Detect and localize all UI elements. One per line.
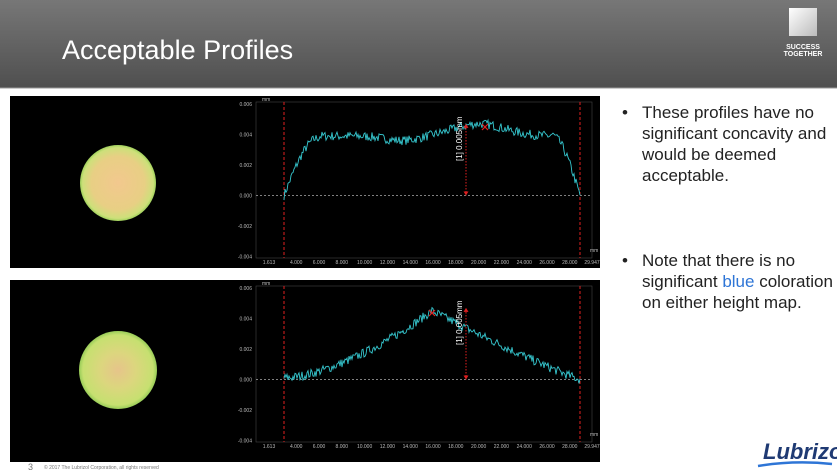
x-tick-label: 26.000 bbox=[539, 444, 555, 450]
bullet: • These profiles have no significant conc… bbox=[622, 102, 837, 186]
measure-label: [1] 0.005mm bbox=[455, 116, 464, 161]
logo-square bbox=[789, 8, 817, 36]
x-unit: mm bbox=[590, 432, 598, 438]
bullet-text: These profiles have no significant conca… bbox=[642, 103, 826, 185]
x-tick-label: 4.000 bbox=[290, 444, 303, 450]
x-tick-label: 16.000 bbox=[425, 444, 441, 450]
measure-label: [1] 0.005mm bbox=[455, 300, 464, 345]
height-map bbox=[80, 145, 156, 221]
y-tick-label: -0.004 bbox=[238, 439, 252, 445]
y-tick-label: 0.006 bbox=[239, 286, 252, 292]
x-unit: mm bbox=[590, 248, 598, 254]
y-tick-label: -0.002 bbox=[238, 224, 252, 230]
x-tick-label: 6.000 bbox=[313, 260, 326, 266]
x-tick-label: 28.000 bbox=[562, 260, 578, 266]
brand-logo: Lubrizol bbox=[763, 439, 837, 464]
height-map bbox=[79, 331, 157, 409]
bullet-text: blue bbox=[722, 272, 754, 291]
y-tick-label: -0.004 bbox=[238, 255, 252, 261]
x-tick-label: 20.000 bbox=[471, 260, 487, 266]
x-tick-label: 20.000 bbox=[471, 444, 487, 450]
y-tick-label: 0.002 bbox=[239, 163, 252, 169]
x-tick-label: 8.000 bbox=[336, 444, 349, 450]
y-tick-label: 0.006 bbox=[239, 102, 252, 108]
y-unit: mm bbox=[262, 97, 270, 103]
slide-title: Acceptable Profiles bbox=[62, 35, 293, 65]
logo-text: TOGETHER bbox=[784, 51, 823, 58]
x-tick-label: 6.000 bbox=[313, 444, 326, 450]
x-tick-label: 8.000 bbox=[336, 260, 349, 266]
x-tick-label: 1.613 bbox=[263, 444, 276, 450]
x-tick-label: 29.947 bbox=[584, 444, 600, 450]
y-tick-label: 0.000 bbox=[239, 378, 252, 384]
x-tick-label: 12.000 bbox=[380, 260, 396, 266]
x-tick-label: 12.000 bbox=[380, 444, 396, 450]
x-tick-label: 29.947 bbox=[584, 260, 600, 266]
x-tick-label: 24.000 bbox=[517, 444, 533, 450]
x-tick-label: 18.000 bbox=[448, 260, 464, 266]
logo-text: SUCCESS bbox=[786, 44, 820, 51]
y-tick-label: 0.004 bbox=[239, 317, 252, 323]
x-tick-label: 16.000 bbox=[425, 260, 441, 266]
x-tick-label: 24.000 bbox=[517, 260, 533, 266]
bullet: •Note that there is no significant blue … bbox=[622, 250, 837, 313]
x-tick-label: 4.000 bbox=[290, 260, 303, 266]
x-tick-label: 14.000 bbox=[403, 260, 419, 266]
copyright: © 2017 The Lubrizol Corporation, all rig… bbox=[44, 464, 159, 471]
bullet-dot: • bbox=[622, 102, 628, 123]
x-tick-label: 22.000 bbox=[494, 260, 510, 266]
x-tick-label: 22.000 bbox=[494, 444, 510, 450]
x-tick-label: 10.000 bbox=[357, 260, 373, 266]
bullet-dot: • bbox=[622, 250, 628, 271]
x-tick-label: 28.000 bbox=[562, 444, 578, 450]
slide: Acceptable Profiles SUCCESS TOGETHER 3 ©… bbox=[0, 0, 837, 475]
y-tick-label: -0.002 bbox=[238, 408, 252, 414]
x-tick-label: 10.000 bbox=[357, 444, 373, 450]
x-tick-label: 14.000 bbox=[403, 444, 419, 450]
x-tick-label: 18.000 bbox=[448, 444, 464, 450]
slide-art: Acceptable Profiles SUCCESS TOGETHER 3 ©… bbox=[0, 0, 837, 475]
x-tick-label: 26.000 bbox=[539, 260, 555, 266]
y-tick-label: 0.000 bbox=[239, 194, 252, 200]
y-tick-label: 0.002 bbox=[239, 347, 252, 353]
x-tick-label: 1.613 bbox=[263, 260, 276, 266]
page-number: 3 bbox=[28, 462, 33, 472]
y-unit: mm bbox=[262, 281, 270, 287]
y-tick-label: 0.004 bbox=[239, 133, 252, 139]
